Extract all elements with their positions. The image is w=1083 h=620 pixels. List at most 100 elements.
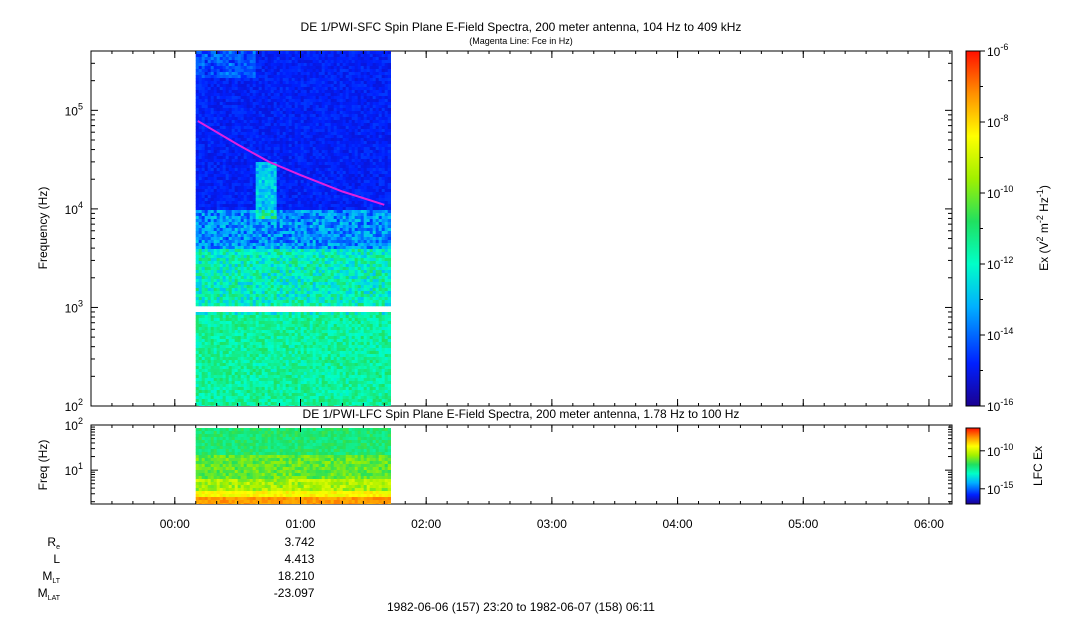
top-heat-cell <box>312 237 316 241</box>
top-heat-cell <box>237 294 241 298</box>
top-heat-cell <box>279 351 283 355</box>
top-heat-cell <box>222 327 226 331</box>
top-heat-cell <box>204 366 208 370</box>
top-heat-cell <box>315 219 319 223</box>
top-heat-cell <box>228 294 232 298</box>
top-heat-cell <box>276 324 280 328</box>
top-heat-cell <box>201 390 205 394</box>
top-heat-cell <box>198 378 202 382</box>
top-heat-cell <box>279 243 283 247</box>
top-heat-cell <box>306 285 310 289</box>
top-heat-cell <box>291 66 295 70</box>
top-heat-cell <box>243 363 247 367</box>
top-heat-cell <box>291 138 295 142</box>
top-heat-cell <box>228 108 232 112</box>
top-heat-cell <box>285 189 289 193</box>
top-heat-cell <box>240 249 244 253</box>
top-heat-cell <box>243 150 247 154</box>
top-heat-cell <box>204 144 208 148</box>
top-heat-cell <box>294 57 298 61</box>
top-heat-cell <box>246 288 250 292</box>
top-heat-cell <box>294 222 298 226</box>
top-heat-cell <box>210 207 214 211</box>
top-heat-cell <box>234 171 238 175</box>
top-heat-cell <box>225 360 229 364</box>
top-heat-cell <box>207 81 211 85</box>
top-heat-cell <box>222 75 226 79</box>
top-heat-cell <box>270 120 274 124</box>
top-heat-cell <box>198 396 202 400</box>
top-heat-cell <box>303 72 307 76</box>
top-heat-cell <box>318 180 322 184</box>
top-heat-cell <box>255 144 259 148</box>
top-heat-cell <box>306 78 310 82</box>
top-heat-cell <box>273 261 277 265</box>
top-heat-cell <box>240 138 244 142</box>
top-heat-cell <box>246 264 250 268</box>
top-heat-cell <box>216 393 220 397</box>
top-heat-cell <box>276 189 280 193</box>
top-heat-cell <box>318 318 322 322</box>
top-heat-cell <box>318 258 322 262</box>
top-heat-cell <box>249 180 253 184</box>
top-heat-cell <box>243 81 247 85</box>
top-heat-cell <box>240 60 244 64</box>
top-heat-cell <box>243 252 247 256</box>
top-heat-cell <box>195 345 199 349</box>
top-heat-cell <box>303 276 307 280</box>
top-heat-cell <box>318 327 322 331</box>
top-heat-cell <box>222 57 226 61</box>
top-heat-cell <box>303 117 307 121</box>
top-heat-cell <box>201 108 205 112</box>
top-heat-cell <box>315 405 319 406</box>
top-heat-cell <box>201 168 205 172</box>
top-heat-cell <box>255 351 259 355</box>
top-heat-cell <box>219 285 223 289</box>
top-heat-cell <box>216 243 220 247</box>
top-heat-cell <box>213 369 217 373</box>
top-heat-cell <box>243 180 247 184</box>
top-heat-cell <box>285 171 289 175</box>
top-heat-cell <box>231 324 235 328</box>
top-heat-cell <box>228 210 232 214</box>
top-heat-cell <box>285 183 289 187</box>
top-heat-cell <box>270 366 274 370</box>
top-heat-cell <box>219 267 223 271</box>
top-heat-cell <box>267 57 271 61</box>
top-heat-cell <box>222 348 226 352</box>
top-heat-cell <box>303 222 307 226</box>
top-heat-cell <box>201 276 205 280</box>
top-heat-cell <box>261 342 265 346</box>
top-heat-cell <box>249 234 253 238</box>
top-heat-cell <box>276 396 280 400</box>
top-heat-cell <box>210 303 214 307</box>
top-heat-cell <box>225 261 229 265</box>
top-heat-cell <box>222 273 226 277</box>
top-heat-cell <box>273 324 277 328</box>
top-heat-cell <box>222 363 226 367</box>
top-heat-cell <box>267 96 271 100</box>
top-heat-cell <box>264 279 268 283</box>
top-heat-cell <box>243 168 247 172</box>
top-heat-cell <box>270 318 274 322</box>
top-heat-cell <box>225 285 229 289</box>
top-heat-cell <box>201 240 205 244</box>
top-heat-cell <box>237 60 241 64</box>
top-heat-cell <box>195 204 199 208</box>
top-heat-cell <box>264 186 268 190</box>
top-heat-cell <box>237 339 241 343</box>
top-heat-cell <box>300 282 304 286</box>
top-heat-cell <box>237 210 241 214</box>
top-heat-cell <box>300 354 304 358</box>
top-heat-cell <box>279 375 283 379</box>
top-heat-cell <box>258 357 262 361</box>
top-heat-cell <box>240 147 244 151</box>
top-heat-cell <box>195 381 199 385</box>
top-heat-cell <box>201 360 205 364</box>
top-heat-cell <box>303 336 307 340</box>
top-heat-cell <box>219 264 223 268</box>
top-heat-cell <box>255 336 259 340</box>
top-heat-cell <box>273 393 277 397</box>
top-heat-cell <box>198 144 202 148</box>
top-heat-cell <box>207 219 211 223</box>
